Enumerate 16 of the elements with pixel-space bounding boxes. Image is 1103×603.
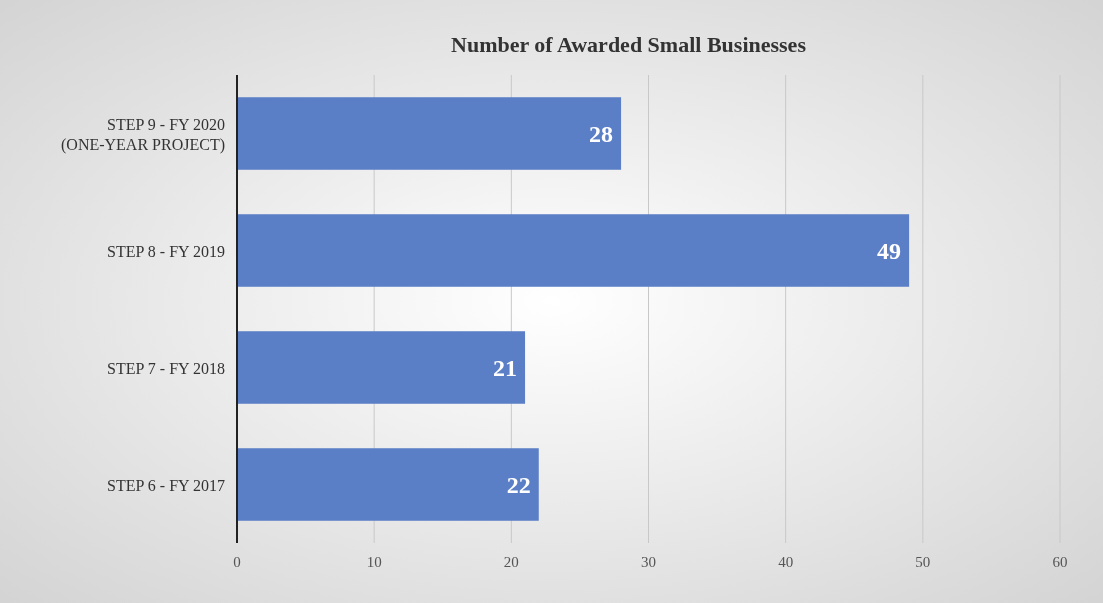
x-tick-label: 20 — [503, 554, 519, 570]
x-tick-label: 10 — [366, 554, 382, 570]
x-tick-label: 60 — [1052, 554, 1068, 570]
y-tick-label: STEP 7 - FY 2018 — [107, 359, 225, 376]
data-label: 28 — [589, 120, 614, 147]
data-label: 22 — [506, 471, 531, 498]
data-label: 21 — [493, 354, 518, 381]
y-tick-label: STEP 6 - FY 2017 — [107, 476, 225, 493]
y-tick-label: STEP 9 - FY 2020 (ONE-YEAR PROJECT) — [61, 115, 225, 153]
x-tick-label: 0 — [233, 554, 241, 570]
data-label: 49 — [877, 237, 902, 264]
x-tick-label: 40 — [778, 554, 794, 570]
y-tick-label: STEP 8 - FY 2019 — [107, 242, 225, 259]
chart-title: Number of Awarded Small Businesses — [451, 32, 807, 57]
x-tick-label: 50 — [915, 554, 931, 570]
x-tick-label: 30 — [641, 554, 656, 570]
